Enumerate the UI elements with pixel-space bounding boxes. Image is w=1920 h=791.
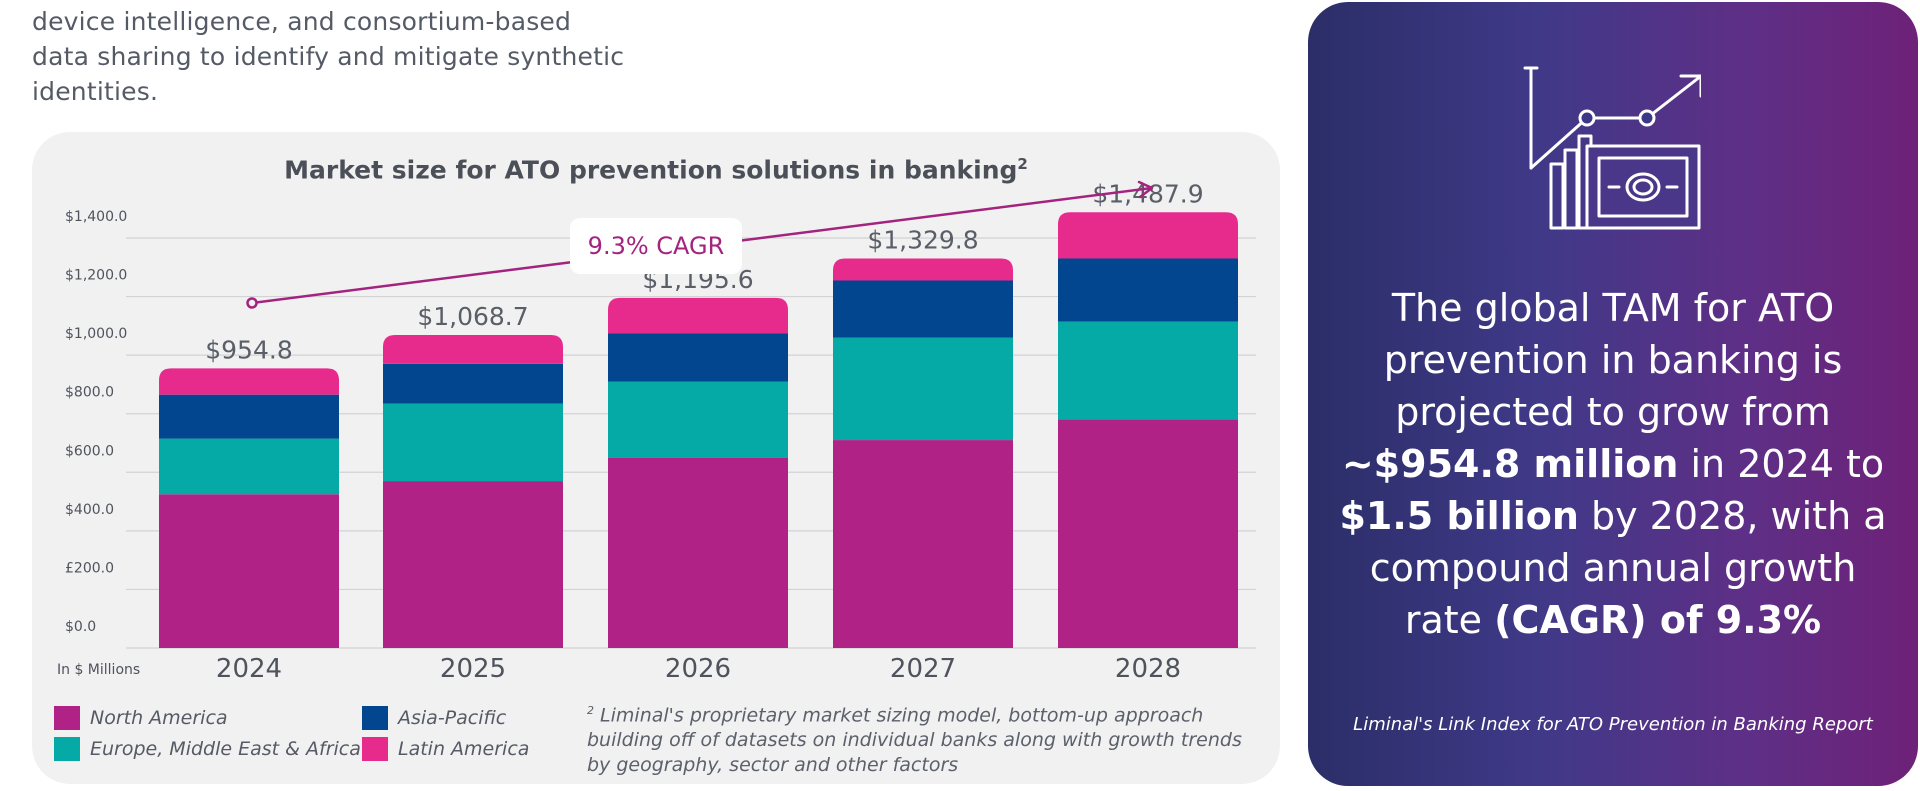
x-tick-label: 2024 [216,654,282,684]
legend-item-asia-pacific: Asia-Pacific [362,706,506,730]
bar-2025-north-america [383,481,563,648]
y-tick-label: $400.0 [65,502,114,518]
tam-line-4-rest: in 2024 to [1678,442,1885,486]
chart-title-footnote-marker: 2 [1017,155,1028,173]
cagr-trend-arrowhead [1137,180,1154,199]
bar-2024-latin-america [159,368,339,395]
bar-2024-asia-pacific [159,394,339,439]
tam-info-card: The global TAM for ATO prevention in ban… [1308,2,1918,786]
chart-title-text: Market size for ATO prevention solutions… [284,155,1018,185]
bar-2027-europe-middle-east-africa [833,337,1013,441]
tam-cagr-value: (CAGR) of 9.3% [1494,598,1822,642]
legend-label-latin-america: Latin America [398,738,530,760]
y-tick-label: $0.0 [65,619,96,635]
bar-2026-asia-pacific [608,333,788,382]
tam-start-value: ~$954.8 million [1341,442,1679,486]
bar-2025-latin-america [383,335,563,364]
bar-2025-europe-middle-east-africa [383,403,563,482]
footnote-text: Liminal's proprietary market sizing mode… [587,704,1242,777]
bar-2026-north-america [608,457,788,648]
tam-line-5-rest: by 2028, with a [1578,494,1887,538]
tam-line-7: rate (CAGR) of 9.3% [1328,594,1898,646]
bar-2025-asia-pacific [383,363,563,404]
bar-2026-latin-america [608,297,788,334]
intro-line-2: data sharing to identify and mitigate sy… [32,42,625,71]
tam-line-7-rest: rate [1404,598,1495,642]
x-tick-label: 2026 [665,654,731,684]
tam-line-5: $1.5 billion by 2028, with a [1328,490,1898,542]
report-source: Liminal's Link Index for ATO Prevention … [1353,714,1873,735]
bar-2028-europe-middle-east-africa [1058,321,1238,420]
intro-line-3: identities. [32,77,159,106]
bar-total-label: $954.8 [205,335,292,364]
x-tick-label: 2028 [1115,654,1181,684]
legend-swatch-asia-pacific [362,706,388,730]
intro-line-1: device intelligence, and consortium-base… [32,7,572,36]
chart-card: $0.0 £200.0 $400.0 $600.0 $800.0 $1,000.0 $1,2… [32,132,1280,784]
tam-statement: The global TAM for ATO prevention in ban… [1328,282,1898,646]
y-tick-label: £200.0 [65,560,114,576]
legend-item-latin-america: Latin America [362,737,529,761]
bar-2027-north-america [833,440,1013,648]
bar-2028-latin-america [1058,212,1238,259]
tam-line-6: compound annual growth [1369,546,1857,590]
cagr-badge: 9.3% CAGR [570,218,742,274]
intro-paragraph: device intelligence, and consortium-base… [32,4,652,109]
tam-line-4: ~$954.8 million in 2024 to [1328,438,1898,490]
footnote-marker: 2 [587,704,594,717]
legend-item-emea: Europe, Middle East & Africa [54,737,361,761]
bar-total-label: $1,329.8 [867,226,978,255]
tam-line-1: The global TAM for ATO [1391,286,1835,330]
bar-2028-north-america [1058,419,1238,648]
bar-2026-europe-middle-east-africa [608,381,788,458]
y-tick-label: $600.0 [65,443,114,459]
bar-2028-asia-pacific [1058,258,1238,322]
bar-2027-asia-pacific [833,280,1013,338]
x-tick-label: 2025 [440,654,506,684]
chart-legend: North America Europe, Middle East & Afri… [54,706,574,770]
market-size-chart: $0.0 £200.0 $400.0 $600.0 $800.0 $1,000.0 $1,2… [57,179,1256,684]
x-tick-label: 2027 [890,654,956,684]
y-tick-label: $800.0 [65,385,114,401]
chart-footnote: 2 Liminal's proprietary market sizing mo… [587,698,1267,778]
tam-line-2: prevention in banking is [1383,338,1843,382]
units-label: In $ Millions [57,662,140,678]
legend-swatch-north-america [54,706,80,730]
y-tick-label: $1,000.0 [65,326,127,342]
bar-2024-north-america [159,494,339,648]
bar-total-label: $1,068.7 [417,302,528,331]
legend-label-asia-pacific: Asia-Pacific [398,707,507,729]
growth-chart-money-icon [1523,66,1701,230]
legend-item-north-america: North America [54,706,228,730]
y-tick-label: $1,400.0 [65,209,127,225]
legend-label-north-america: North America [90,707,228,729]
tam-line-3: projected to grow from [1395,390,1831,434]
bar-2027-latin-america [833,258,1013,281]
legend-swatch-emea [54,737,80,761]
bar-2024-europe-middle-east-africa [159,438,339,495]
cagr-trend-start-marker [246,297,258,309]
tam-end-value: $1.5 billion [1339,494,1579,538]
legend-swatch-latin-america [362,737,388,761]
legend-label-emea: Europe, Middle East & Africa [90,738,361,760]
y-tick-label: $1,200.0 [65,268,127,284]
chart-title: Market size for ATO prevention solutions… [32,155,1280,184]
